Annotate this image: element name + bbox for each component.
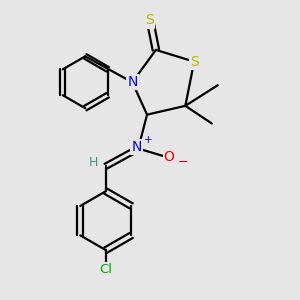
Text: S: S <box>146 14 154 27</box>
Text: N: N <box>132 140 142 154</box>
Text: Cl: Cl <box>99 263 112 276</box>
Text: O: O <box>164 150 175 164</box>
Text: S: S <box>190 55 199 69</box>
Text: −: − <box>178 156 188 169</box>
Text: N: N <box>127 75 137 89</box>
Text: H: H <box>89 156 98 169</box>
Text: +: + <box>144 135 153 145</box>
